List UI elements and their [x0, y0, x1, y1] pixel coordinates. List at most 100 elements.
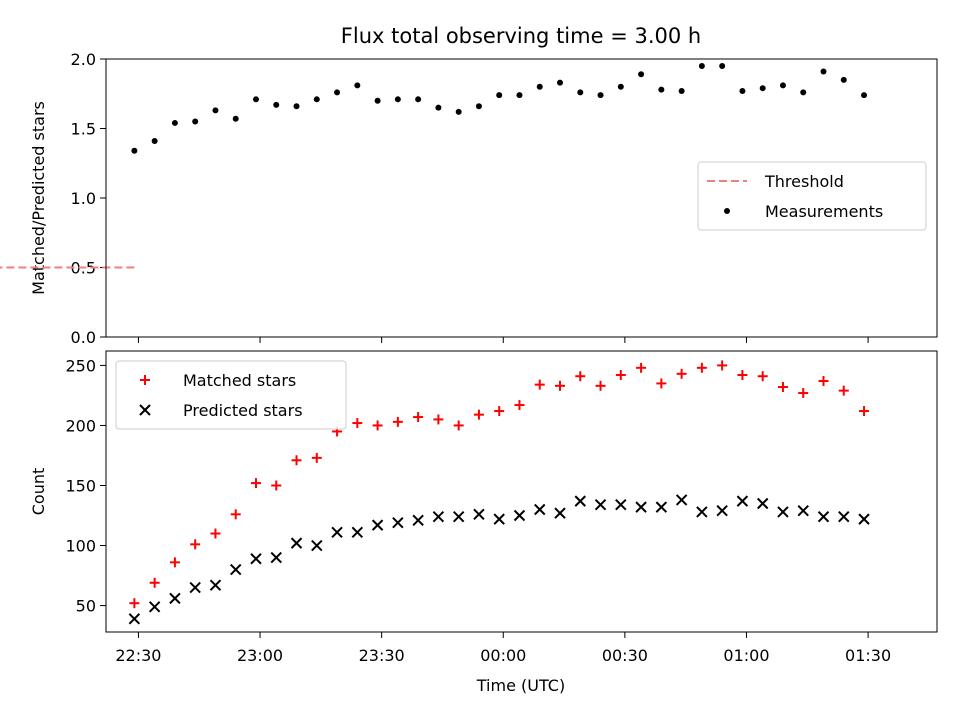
predicted-star-point: [513, 509, 526, 522]
matched-star-point: [352, 418, 363, 429]
count-ytick-label: 200: [65, 416, 96, 435]
count-y-axis-label: Count: [29, 468, 48, 516]
predicted-star-point: [797, 505, 809, 517]
predicted-star-point: [371, 519, 384, 531]
measurement-point: [658, 86, 665, 93]
matched-star-point: [615, 370, 626, 381]
predicted-star-point: [412, 514, 424, 527]
ratio-ytick-label: 2.0: [71, 50, 96, 69]
matched-star-point: [372, 420, 383, 431]
measurement-point: [779, 82, 786, 89]
matched-star-point: [392, 416, 403, 427]
measurement-point: [374, 97, 381, 104]
measurement-point: [820, 68, 827, 75]
measurement-point: [597, 92, 604, 99]
ratio-legend-box: [697, 161, 927, 231]
measurement-point: [435, 104, 442, 111]
count-ytick-label: 50: [76, 597, 96, 616]
ratio-ytick-label: 0.0: [71, 328, 96, 347]
matched-star-point: [494, 406, 505, 417]
measurement-point: [800, 89, 807, 96]
predicted-star-point: [432, 511, 445, 523]
measurement-point: [131, 147, 138, 154]
count-xtick-label: 01:30: [845, 646, 891, 665]
matched-star-point: [676, 368, 687, 379]
legend-predicted-label: Predicted stars: [183, 401, 303, 420]
predicted-star-point: [148, 601, 161, 613]
matched-star-point: [737, 370, 748, 381]
count-ytick-label: 150: [65, 476, 96, 495]
matched-star-point: [717, 360, 728, 371]
measurement-point: [536, 83, 543, 90]
measurement-point: [759, 85, 766, 92]
matched-star-point: [311, 452, 322, 463]
measurement-point: [415, 96, 422, 103]
measurement-point: [354, 82, 361, 89]
measurement-point: [861, 92, 868, 99]
matched-star-point: [514, 400, 525, 411]
matched-star-point: [777, 382, 788, 393]
legend-matched-swatch: [140, 375, 150, 385]
predicted-star-point: [817, 511, 830, 523]
measurement-point: [192, 118, 199, 125]
count-xtick-label: 23:00: [237, 646, 283, 665]
matched-star-point: [798, 388, 809, 399]
predicted-star-point: [331, 526, 343, 539]
legend-predicted-swatch: [139, 404, 151, 416]
measurement-point: [171, 119, 178, 126]
matched-star-point: [169, 557, 180, 568]
measurement-point: [739, 87, 746, 94]
measurement-point: [212, 107, 219, 114]
matched-star-point: [453, 420, 464, 431]
matched-star-point: [555, 380, 566, 391]
matched-star-point: [838, 385, 849, 396]
legend-matched-label: Matched stars: [183, 371, 296, 390]
measurement-point: [232, 115, 239, 122]
matched-star-point: [757, 371, 768, 382]
predicted-star-point: [270, 551, 282, 564]
count-ytick-label: 100: [65, 537, 96, 556]
predicted-star-point: [554, 507, 566, 519]
ratio-y-axis-label: Matched/Predicted stars: [29, 101, 48, 295]
count-xtick-label: 00:30: [602, 646, 648, 665]
legend-measurements-label: Measurements: [765, 202, 883, 221]
matched-star-point: [413, 412, 424, 423]
matched-star-point: [859, 406, 870, 417]
ratio-frame: [105, 58, 938, 338]
matched-star-point: [595, 380, 606, 391]
legend-threshold-label: Threshold: [764, 172, 844, 191]
ratio-ytick-label: 1.0: [71, 189, 96, 208]
measurement-point: [475, 103, 482, 110]
measurement-point: [455, 108, 462, 115]
count-xtick-label: 23:30: [359, 646, 405, 665]
matched-star-point: [190, 539, 201, 550]
measurement-point: [577, 89, 584, 96]
measurement-point: [617, 83, 624, 90]
matched-star-point: [575, 371, 586, 382]
predicted-star-point: [452, 511, 465, 523]
measurement-point: [252, 96, 259, 103]
x-axis-label: Time (UTC): [476, 676, 565, 695]
matched-star-point: [534, 379, 545, 390]
count-xtick-label: 22:30: [115, 646, 161, 665]
count-frame: [105, 350, 938, 633]
measurement-point: [698, 62, 705, 69]
predicted-star-point: [392, 517, 404, 529]
predicted-star-point: [716, 505, 728, 517]
predicted-star-point: [696, 506, 708, 518]
matched-star-point: [129, 598, 140, 609]
predicted-star-point: [250, 553, 262, 565]
predicted-star-point: [675, 494, 688, 506]
measurement-point: [394, 96, 401, 103]
count-subplot: 50 100 150 200 250 22:30 23:00 23:30 00:00 00:30 0…: [29, 350, 938, 665]
predicted-star-point: [756, 497, 769, 510]
predicted-star-point: [290, 537, 303, 549]
predicted-star-point: [209, 579, 222, 591]
measurement-point: [334, 89, 341, 96]
matched-star-point: [818, 376, 829, 387]
predicted-star-point: [169, 592, 181, 605]
predicted-star-point: [574, 495, 586, 507]
count-xtick-label: 01:00: [723, 646, 769, 665]
